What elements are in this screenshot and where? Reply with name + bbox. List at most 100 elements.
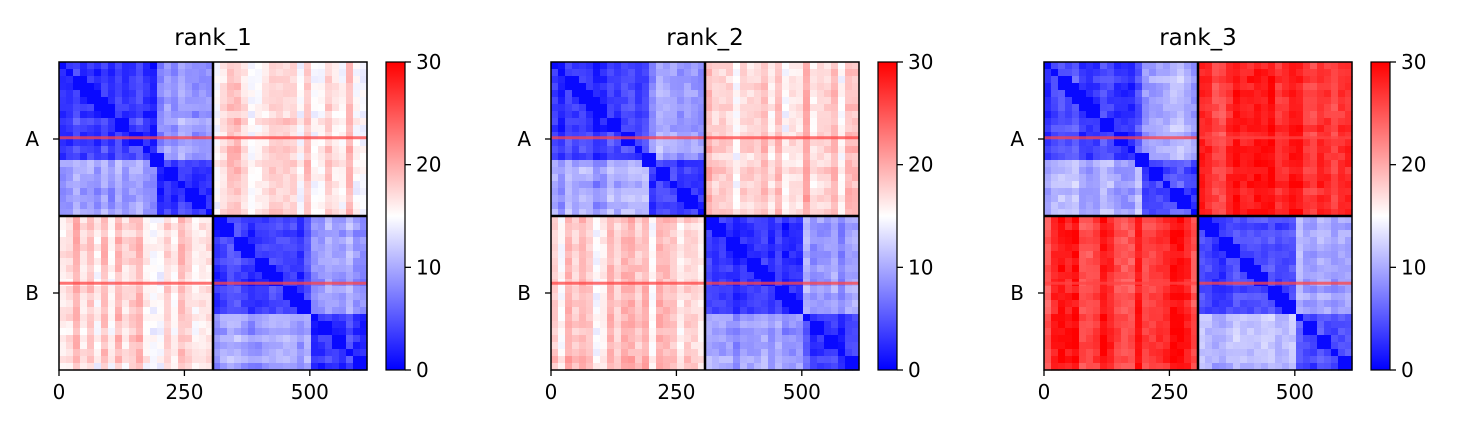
heatmap-cell [171, 153, 179, 161]
heatmap-cell [108, 314, 116, 322]
heatmap-cell [1296, 195, 1304, 203]
heatmap-cell [845, 307, 853, 315]
heatmap-cell [87, 62, 95, 70]
heatmap-cell [614, 328, 622, 336]
heatmap-cell [227, 174, 235, 182]
heatmap-cell [108, 272, 116, 280]
heatmap-cell [712, 300, 720, 308]
heatmap-cell [220, 328, 228, 336]
heatmap-cell [248, 363, 256, 371]
heatmap-cell [733, 104, 741, 112]
heatmap-cell [565, 363, 573, 371]
heatmap-cell [157, 258, 165, 266]
heatmap-cell [101, 104, 109, 112]
heatmap-cell [227, 230, 235, 238]
heatmap-cell [565, 97, 573, 105]
heatmap-cell [1254, 76, 1262, 84]
heatmap-cell [1170, 97, 1178, 105]
heatmap-cell [80, 90, 88, 98]
heatmap-cell [831, 349, 839, 357]
heatmap-cell [579, 132, 587, 140]
heatmap-cell [269, 188, 277, 196]
heatmap-cell [255, 97, 263, 105]
heatmap-cell [1205, 97, 1213, 105]
heatmap-cell [241, 230, 249, 238]
heatmap-cell [213, 83, 221, 91]
heatmap-cell [150, 188, 158, 196]
heatmap-cell [705, 307, 713, 315]
heatmap-cell [1065, 83, 1073, 91]
heatmap-cell [656, 258, 664, 266]
heatmap-cell [1135, 181, 1143, 189]
heatmap-cell [87, 146, 95, 154]
heatmap-cell [129, 237, 137, 245]
heatmap-cell [87, 76, 95, 84]
heatmap-cell [1261, 202, 1269, 210]
heatmap-cell [698, 125, 706, 133]
heatmap-cell [1310, 139, 1318, 147]
heatmap-cell [346, 167, 354, 175]
heatmap-cell [101, 321, 109, 329]
heatmap-cell [1303, 216, 1311, 224]
heatmap-cell [262, 125, 270, 133]
heatmap-cell [740, 209, 748, 217]
heatmap-cell [705, 202, 713, 210]
heatmap-cell [1240, 83, 1248, 91]
heatmap-cell [66, 118, 74, 126]
heatmap-cell [852, 202, 860, 210]
heatmap-cell [1205, 146, 1213, 154]
heatmap-cell [164, 272, 172, 280]
heatmap-cell [740, 237, 748, 245]
heatmap-cell [747, 272, 755, 280]
heatmap-cell [101, 62, 109, 70]
heatmap-cell [290, 167, 298, 175]
heatmap-cell [845, 293, 853, 301]
heatmap-cell [290, 342, 298, 350]
heatmap-cell [1079, 104, 1087, 112]
heatmap-cell [747, 146, 755, 154]
heatmap-cell [705, 83, 713, 91]
heatmap-cell [635, 153, 643, 161]
heatmap-cell [248, 76, 256, 84]
heatmap-cell [255, 265, 263, 273]
heatmap-cell [115, 307, 123, 315]
heatmap-cell [1079, 97, 1087, 105]
heatmap-cell [122, 216, 130, 224]
heatmap-cell [600, 125, 608, 133]
heatmap-cell [1198, 69, 1206, 77]
heatmap-cell [635, 174, 643, 182]
heatmap-cell [318, 209, 326, 217]
heatmap-cell [733, 335, 741, 343]
heatmap-cell [178, 342, 186, 350]
heatmap-cell [817, 293, 825, 301]
x-tick-label: 0 [53, 380, 66, 404]
heatmap-cell [1338, 167, 1346, 175]
heatmap-cell [775, 97, 783, 105]
heatmap-cell [677, 272, 685, 280]
heatmap-cell [782, 90, 790, 98]
heatmap-cell [691, 97, 699, 105]
heatmap-cell [1331, 76, 1339, 84]
heatmap-cell [150, 216, 158, 224]
heatmap-cell [572, 251, 580, 259]
heatmap-cell [1058, 104, 1066, 112]
heatmap-cell [73, 62, 81, 70]
heatmap-cell [1051, 146, 1059, 154]
heatmap-cell [719, 62, 727, 70]
heatmap-cell [593, 188, 601, 196]
heatmap-cell [101, 286, 109, 294]
heatmap-cell [94, 293, 102, 301]
heatmap-cell [178, 223, 186, 231]
heatmap-cell [360, 111, 368, 119]
heatmap-cell [593, 230, 601, 238]
heatmap-cell [712, 314, 720, 322]
heatmap-cell [1093, 188, 1101, 196]
heatmap-cell [600, 314, 608, 322]
heatmap-cell [311, 286, 319, 294]
heatmap-cell [136, 244, 144, 252]
heatmap-cell [1044, 181, 1052, 189]
heatmap-cell [712, 356, 720, 364]
heatmap-cell [1100, 125, 1108, 133]
heatmap-cell [290, 188, 298, 196]
heatmap-cell [171, 125, 179, 133]
